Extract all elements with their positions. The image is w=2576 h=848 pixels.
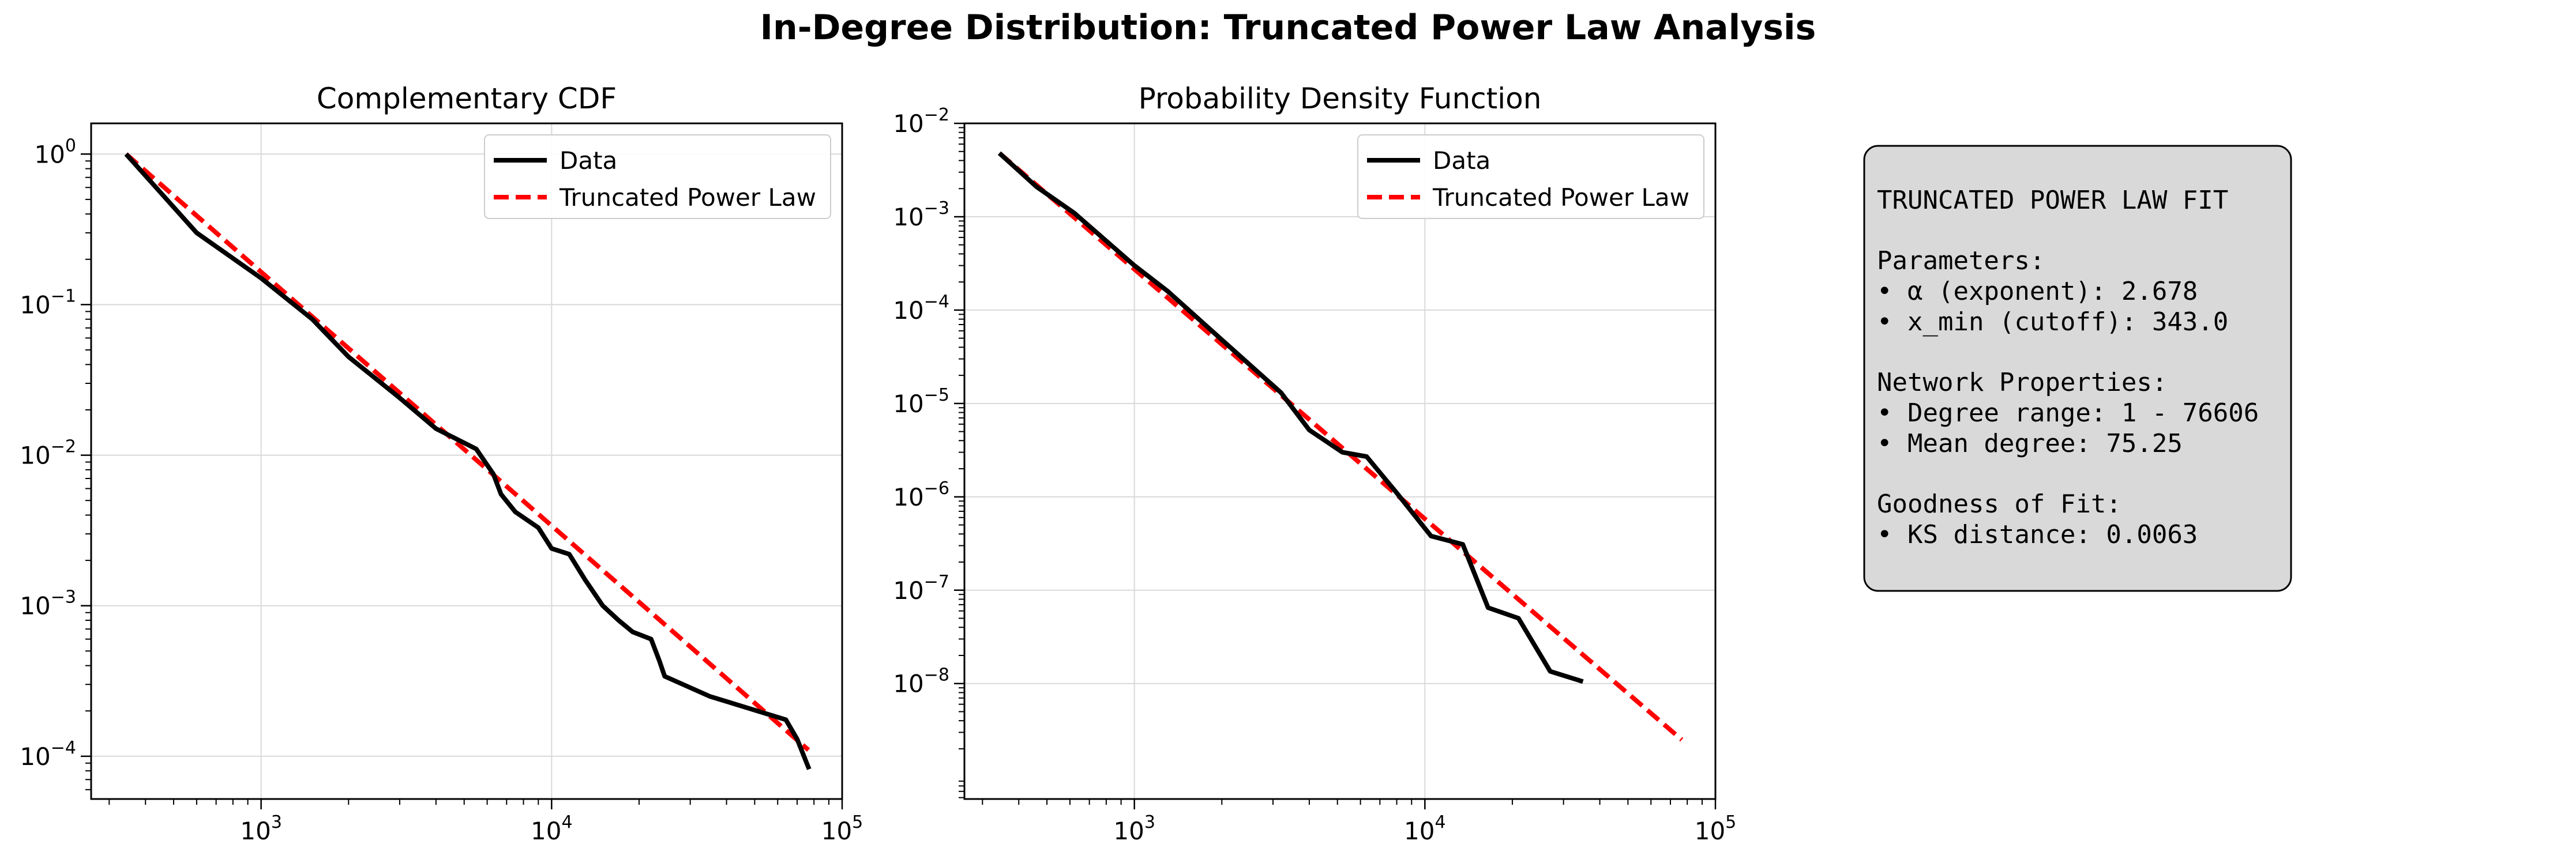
mean-degree: • Mean degree: 75.25 — [1877, 429, 2183, 458]
fit-heading: TRUNCATED POWER LAW FIT — [1877, 186, 2228, 215]
ccdf-data-line — [124, 152, 812, 770]
param-xmin: • x_min (cutoff): 343.0 — [1877, 307, 2228, 337]
ccdf-series-group — [124, 152, 812, 770]
param-alpha: • α (exponent): 2.678 — [1877, 277, 2198, 306]
pdf-legend-frame — [1357, 134, 1704, 219]
pdf-y-tick-label: 10−2 — [893, 105, 949, 138]
gof-header: Goodness of Fit: — [1877, 489, 2121, 519]
ccdf-y-tick-label: 10−4 — [20, 738, 76, 771]
ccdf-legend-frame — [484, 134, 831, 219]
ccdf-legend-label: Data — [559, 146, 617, 175]
pdf-y-tick-label: 10−4 — [893, 292, 949, 325]
pdf-y-tick-label: 10−8 — [893, 665, 949, 698]
fit-info-box-background — [1863, 145, 2292, 592]
pdf-x-tick-label: 103 — [1113, 812, 1155, 845]
pdf-y-tick-label: 10−5 — [893, 385, 949, 418]
ccdf-legend-label: Truncated Power Law — [559, 183, 816, 212]
ccdf-x-tick-label: 105 — [821, 812, 863, 845]
fit-info-box: TRUNCATED POWER LAW FIT Parameters: • α … — [1863, 145, 2292, 592]
ccdf-panel: 103 104 105 100 10−1 10−2 10−3 10−4 Complementar… — [20, 82, 863, 845]
pdf-data-line — [997, 151, 1584, 684]
degree-range: • Degree range: 1 - 76606 — [1877, 398, 2259, 428]
params-header: Parameters: — [1877, 246, 2045, 276]
ccdf-x-tick-label: 103 — [240, 812, 282, 845]
pdf-axes-frame — [963, 122, 1717, 800]
pdf-y-tick-label: 10−6 — [893, 478, 949, 511]
pdf-series-group — [997, 151, 1684, 742]
pdf-x-tick-label: 104 — [1404, 812, 1446, 845]
pdf-legend-label: Truncated Power Law — [1432, 183, 1689, 212]
figure-title: In-Degree Distribution: Truncated Power … — [760, 7, 1816, 48]
pdf-y-tick-label: 10−3 — [893, 198, 949, 231]
pdf-fit-line — [997, 151, 1684, 742]
ccdf-fit-line — [124, 152, 810, 752]
ccdf-title: Complementary CDF — [317, 82, 617, 115]
ccdf-y-tick-label: 10−1 — [20, 286, 76, 319]
ccdf-x-tick-label: 104 — [531, 812, 573, 845]
pdf-panel: 103 104 105 10−2 10−3 10−4 10−5 10−6 10−7 10−8 Pro… — [893, 82, 1736, 845]
ccdf-y-tick-label: 100 — [34, 135, 76, 168]
ccdf-y-tick-label: 10−2 — [20, 437, 76, 470]
ccdf-legend: Data Truncated Power Law — [484, 134, 831, 219]
pdf-x-tick-label: 105 — [1695, 812, 1737, 845]
pdf-y-tick-label: 10−7 — [893, 572, 949, 605]
pdf-legend-label: Data — [1433, 146, 1490, 175]
ccdf-y-tick-label: 10−3 — [20, 587, 76, 620]
pdf-legend: Data Truncated Power Law — [1357, 134, 1704, 219]
pdf-title: Probability Density Function — [1139, 82, 1542, 115]
ccdf-axes-frame — [90, 122, 843, 800]
network-header: Network Properties: — [1877, 368, 2167, 397]
ks-distance: • KS distance: 0.0063 — [1877, 520, 2198, 549]
